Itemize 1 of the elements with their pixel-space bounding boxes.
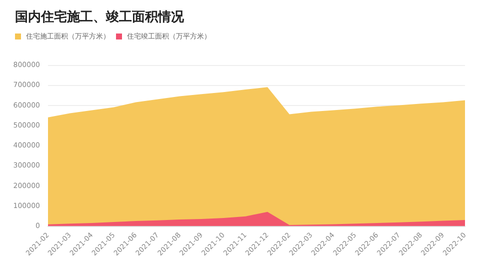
- chart-title: 国内住宅施工、竣工面积情况: [15, 9, 185, 25]
